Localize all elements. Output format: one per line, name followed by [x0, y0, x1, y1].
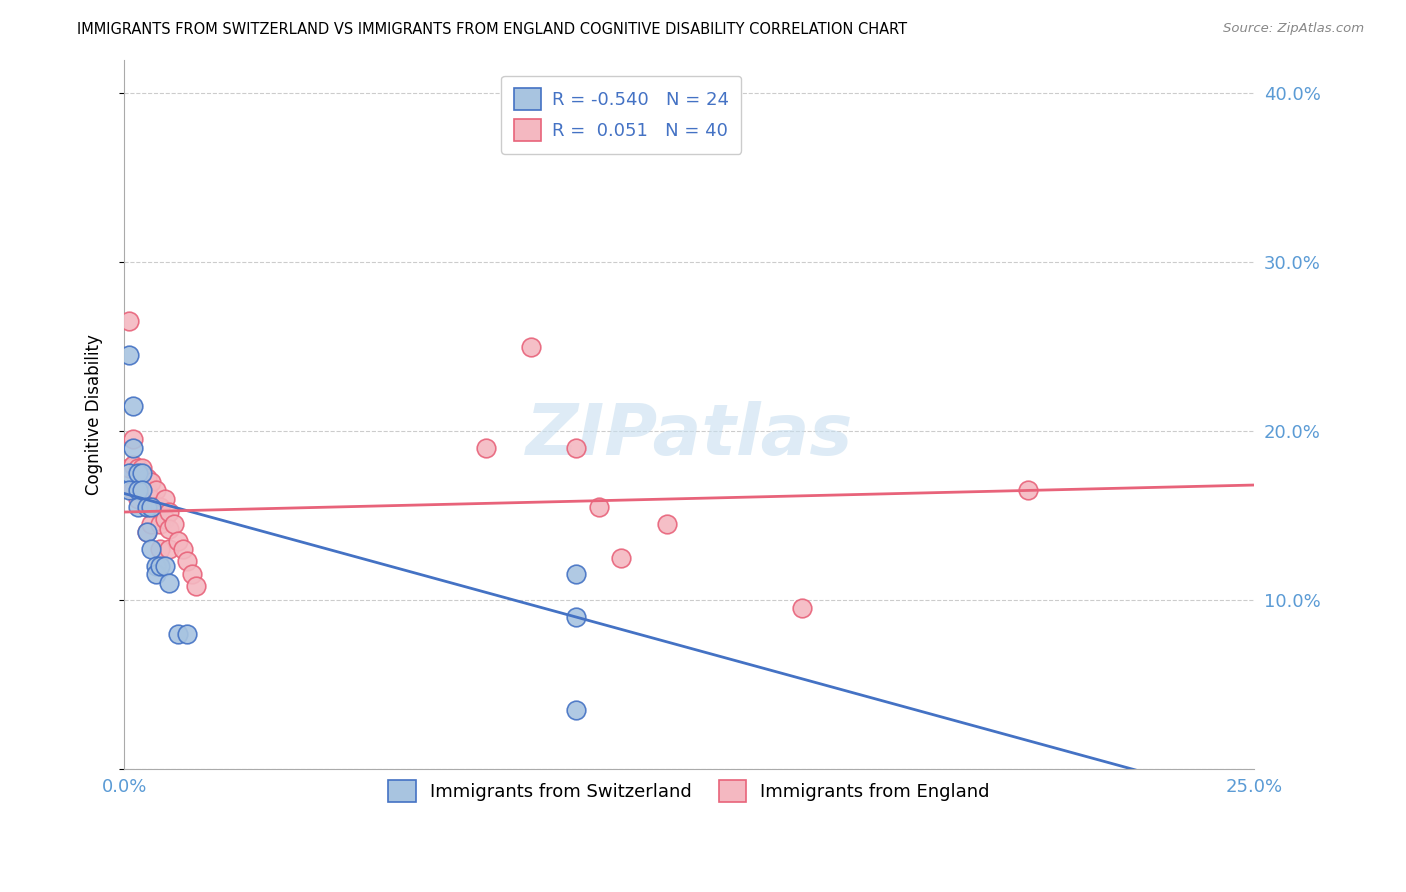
Point [790, 601, 813, 615]
Point [565, 702, 588, 716]
Point [118, 348, 141, 362]
Point [145, 567, 167, 582]
Point [145, 559, 167, 574]
Point [122, 483, 145, 497]
Point [157, 542, 180, 557]
Point [122, 441, 145, 455]
Point [153, 491, 176, 506]
Point [655, 516, 678, 531]
Point [153, 512, 176, 526]
Text: Source: ZipAtlas.com: Source: ZipAtlas.com [1223, 22, 1364, 36]
Point [135, 483, 157, 497]
Point [131, 461, 153, 475]
Point [135, 471, 157, 485]
Point [131, 483, 153, 497]
Point [122, 399, 145, 413]
Point [157, 522, 180, 536]
Point [149, 542, 172, 557]
Point [141, 491, 163, 506]
Point [176, 554, 198, 568]
Point [1017, 483, 1039, 497]
Point [127, 483, 149, 497]
Point [141, 542, 163, 557]
Point [163, 516, 186, 531]
Point [157, 505, 180, 519]
Point [565, 609, 588, 624]
Point [176, 626, 198, 640]
Point [565, 567, 588, 582]
Point [127, 500, 149, 514]
Point [118, 314, 141, 328]
Point [141, 475, 163, 489]
Point [172, 542, 194, 557]
Point [149, 500, 172, 514]
Point [127, 491, 149, 506]
Point [145, 483, 167, 497]
Point [474, 441, 496, 455]
Point [135, 525, 157, 540]
Point [127, 461, 149, 475]
Point [118, 461, 141, 475]
Point [131, 467, 153, 481]
Y-axis label: Cognitive Disability: Cognitive Disability [86, 334, 103, 494]
Point [135, 500, 157, 514]
Point [610, 550, 633, 565]
Point [149, 516, 172, 531]
Point [167, 533, 190, 548]
Point [167, 626, 190, 640]
Point [520, 340, 543, 354]
Point [135, 500, 157, 514]
Point [181, 567, 204, 582]
Point [118, 467, 141, 481]
Point [122, 458, 145, 472]
Point [153, 559, 176, 574]
Point [127, 467, 149, 481]
Point [122, 433, 145, 447]
Point [157, 576, 180, 591]
Point [135, 525, 157, 540]
Text: ZIPatlas: ZIPatlas [526, 401, 853, 470]
Point [118, 483, 141, 497]
Legend: Immigrants from Switzerland, Immigrants from England: Immigrants from Switzerland, Immigrants … [374, 765, 1004, 816]
Point [186, 579, 208, 593]
Point [565, 441, 588, 455]
Point [141, 516, 163, 531]
Text: IMMIGRANTS FROM SWITZERLAND VS IMMIGRANTS FROM ENGLAND COGNITIVE DISABILITY CORR: IMMIGRANTS FROM SWITZERLAND VS IMMIGRANT… [77, 22, 907, 37]
Point [149, 559, 172, 574]
Point [141, 500, 163, 514]
Point [588, 500, 610, 514]
Point [145, 500, 167, 514]
Point [131, 483, 153, 497]
